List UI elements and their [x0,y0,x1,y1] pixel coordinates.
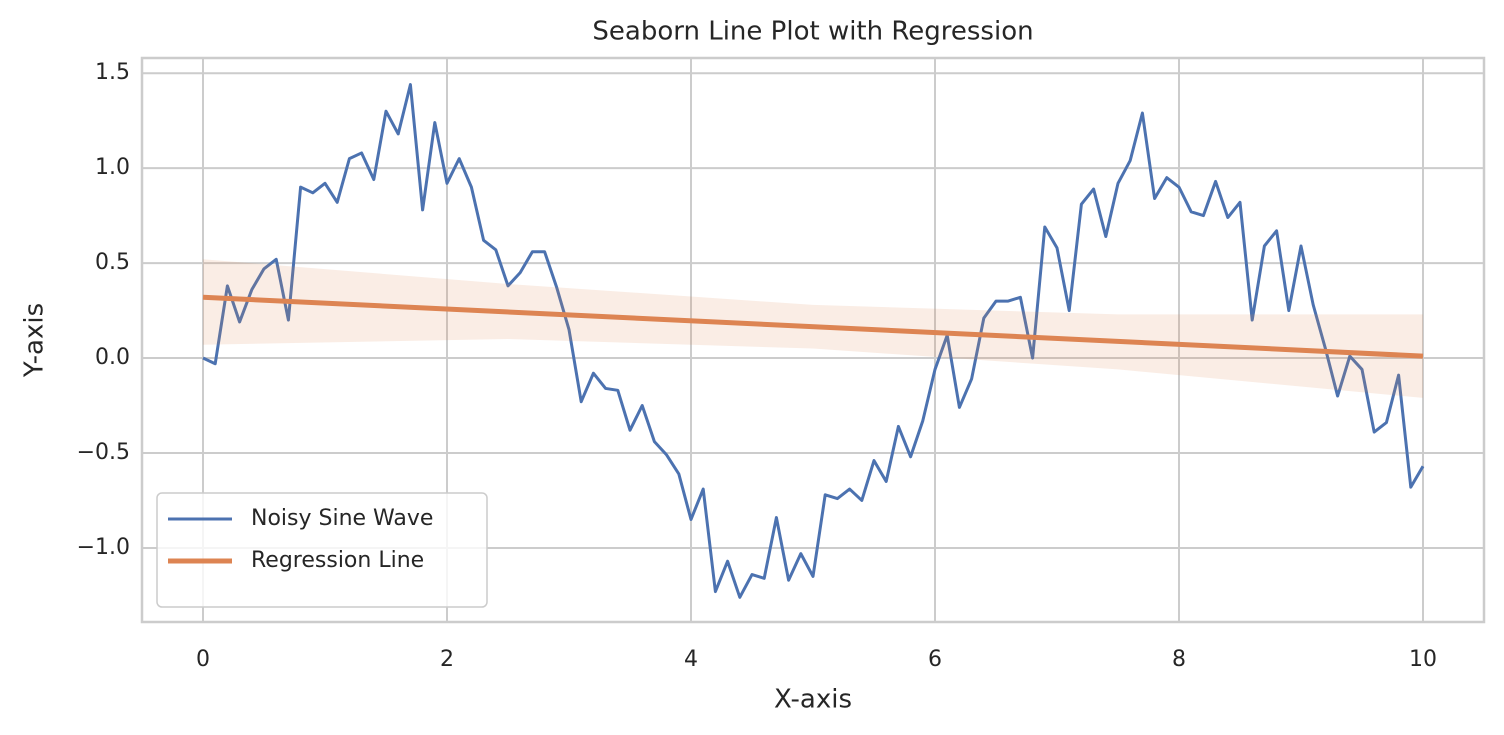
x-axis-label: X-axis [774,685,852,715]
chart-title: Seaborn Line Plot with Regression [592,17,1033,47]
legend-label: Regression Line [251,548,424,573]
legend-box [156,492,488,608]
x-tick-label: 0 [196,647,210,672]
y-tick-label: 1.5 [95,60,130,85]
y-tick-label: −0.5 [77,440,130,465]
y-tick-label: 0.0 [95,345,130,370]
x-tick-label: 6 [928,647,942,672]
line [202,83,1425,599]
legend: Noisy Sine Wave Regression Line [156,492,488,608]
x-tick-label: 2 [440,647,454,672]
x-tick-label: 8 [1172,647,1186,672]
legend-label: Noisy Sine Wave [251,506,433,531]
x-tick-label: 4 [684,647,698,672]
plot-area [142,58,1484,622]
y-tick-label: −1.0 [77,535,130,560]
x-tick-label: 10 [1409,647,1437,672]
y-tick-label: 1.0 [95,155,130,180]
line [202,294,1424,359]
axes-frame [140,56,1486,624]
y-tick-label: 0.5 [95,250,130,275]
y-axis-label: Y-axis [20,303,50,378]
